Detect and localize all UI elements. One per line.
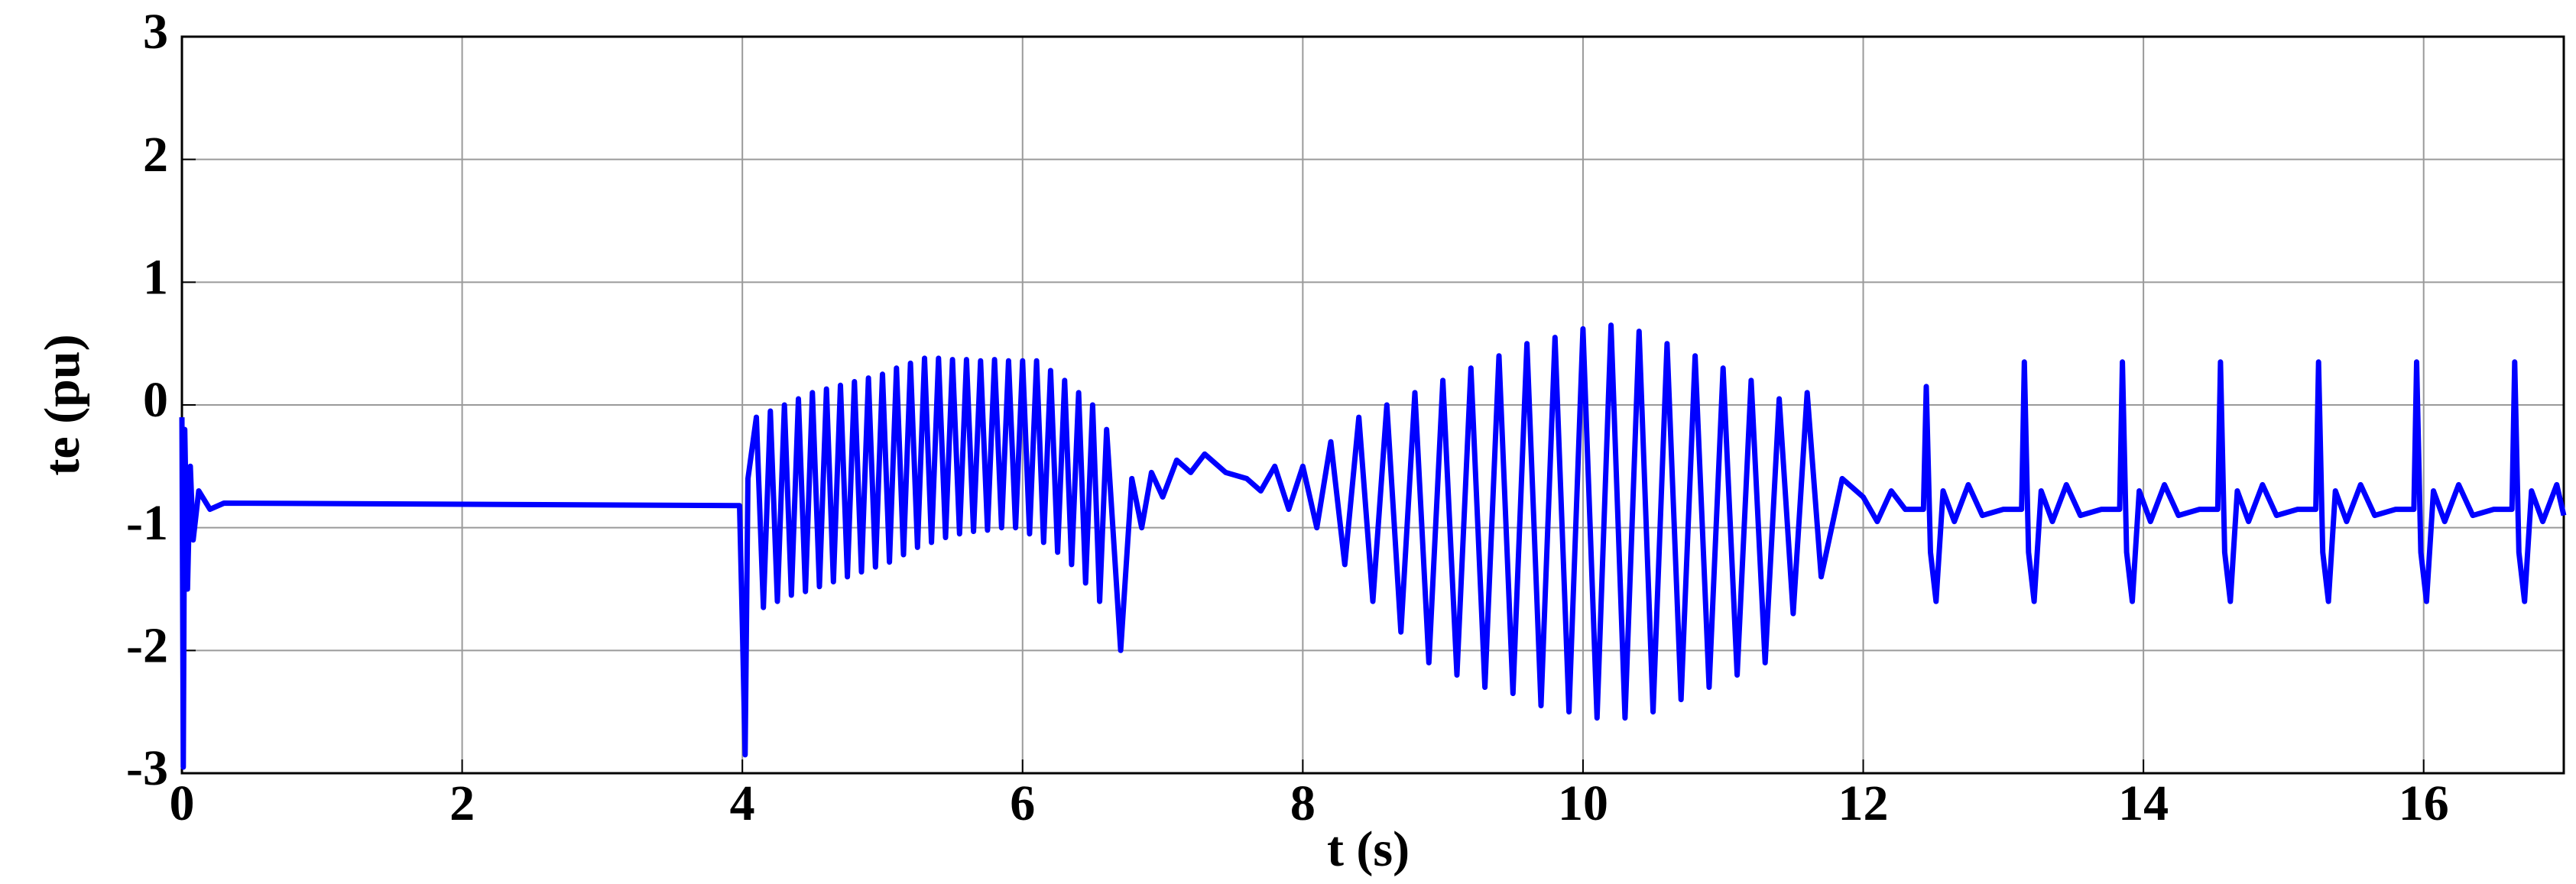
y-tick-label: -2	[126, 617, 168, 673]
x-tick-label: 12	[1838, 776, 1889, 831]
y-tick-label: 1	[143, 249, 168, 305]
x-tick-label: 6	[1010, 776, 1035, 831]
signal-line	[179, 322, 2567, 770]
y-tick-label: -3	[126, 740, 168, 796]
y-tick-label: -1	[126, 495, 168, 551]
x-tick-label: 0	[170, 776, 195, 831]
y-tick-label: 3	[143, 4, 168, 60]
x-tick-label: 10	[1558, 776, 1608, 831]
x-tick-label: 16	[2399, 776, 2449, 831]
x-axis-label: t (s)	[1327, 821, 1410, 877]
y-tick-label: 0	[143, 372, 168, 428]
y-axis-label: te (pu)	[34, 334, 90, 475]
y-tick-label: 2	[143, 127, 168, 183]
plot-frame	[180, 35, 2565, 775]
x-tick-label: 4	[730, 776, 755, 831]
x-tick-label: 14	[2118, 776, 2169, 831]
x-tick-label: 8	[1290, 776, 1316, 831]
x-tick-label: 2	[449, 776, 475, 831]
